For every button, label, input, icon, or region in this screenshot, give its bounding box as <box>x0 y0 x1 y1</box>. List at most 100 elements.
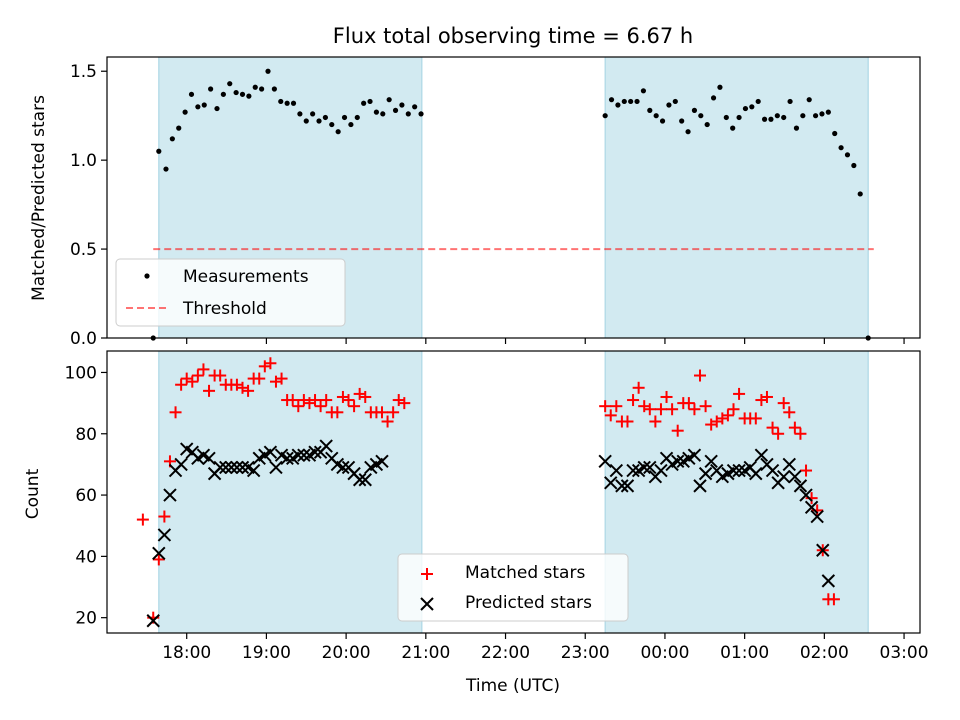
point-predicted-stars <box>269 460 283 475</box>
point-measurements <box>176 125 182 131</box>
point-predicted-stars <box>799 488 813 502</box>
point-measurements <box>354 114 360 121</box>
top-panel: 0.0 0.5 1.0 1.5 Matched/Predicted stars Mea… <box>29 56 921 349</box>
point-predicted-stars <box>219 460 233 475</box>
point-matched-stars <box>827 593 840 606</box>
point-measurements <box>781 114 787 121</box>
point-predicted-stars <box>598 454 612 469</box>
point-matched-stars <box>766 421 779 434</box>
point-matched-stars <box>136 513 149 526</box>
point-predicted-stars <box>609 463 624 478</box>
point-measurements <box>838 145 844 151</box>
point-predicted-stars <box>626 463 640 478</box>
legend-marker-predicted <box>420 597 434 611</box>
point-measurements <box>316 118 322 124</box>
y-tick-label: 1.5 <box>70 62 97 82</box>
point-measurements <box>666 102 672 108</box>
point-matched-stars <box>292 400 305 413</box>
legend-label-predicted: Predicted stars <box>465 593 592 613</box>
legend-marker-measurements <box>144 273 150 279</box>
point-predicted-stars <box>157 528 172 542</box>
point-matched-stars <box>320 394 333 407</box>
point-matched-stars <box>760 390 773 403</box>
point-matched-stars <box>286 394 299 407</box>
point-measurements <box>367 98 373 105</box>
point-matched-stars <box>387 406 400 419</box>
point-predicted-stars <box>308 445 322 459</box>
point-predicted-stars <box>604 476 618 490</box>
point-measurements <box>405 111 411 117</box>
point-matched-stars <box>794 427 807 440</box>
point-matched-stars <box>275 372 288 385</box>
point-measurements <box>640 88 647 94</box>
shaded-interval <box>605 57 869 338</box>
point-measurements <box>182 109 188 115</box>
y-tick-label: 100 <box>65 363 97 383</box>
point-matched-stars <box>777 397 790 410</box>
point-measurements <box>832 130 838 137</box>
point-predicted-stars <box>776 469 791 484</box>
x-tick-label: 23:00 <box>561 643 610 663</box>
point-measurements <box>412 104 418 110</box>
point-matched-stars <box>169 406 182 419</box>
point-measurements <box>214 105 220 112</box>
y-tick-label: 20 <box>75 609 97 629</box>
point-measurements <box>819 111 825 117</box>
legend-marker-matched <box>421 568 433 580</box>
point-measurements <box>749 104 755 110</box>
point-measurements <box>800 113 806 119</box>
point-measurements <box>634 98 640 105</box>
point-predicted-stars <box>670 454 685 469</box>
point-measurements <box>361 100 367 106</box>
x-tick-label: 22:00 <box>481 643 530 663</box>
point-matched-stars <box>264 357 277 370</box>
point-measurements <box>704 121 710 128</box>
point-measurements <box>399 102 405 108</box>
y-tick-label: 0.5 <box>70 240 97 260</box>
point-measurements <box>201 102 207 108</box>
point-measurements <box>602 113 608 119</box>
point-predicted-stars <box>698 466 713 481</box>
point-measurements <box>768 116 774 122</box>
point-predicted-stars <box>821 574 836 588</box>
point-matched-stars <box>398 397 411 410</box>
legend-label-measurements: Measurements <box>183 267 309 287</box>
point-measurements <box>163 166 169 172</box>
point-measurements <box>793 125 800 131</box>
point-predicted-stars <box>788 469 802 484</box>
point-matched-stars <box>694 369 707 382</box>
point-measurements <box>698 113 704 119</box>
point-predicted-stars <box>174 457 188 472</box>
point-measurements <box>290 100 297 106</box>
y-tick-label: 1.0 <box>70 151 97 171</box>
point-predicted-stars <box>637 460 651 475</box>
point-matched-stars <box>152 553 165 566</box>
point-measurements <box>844 152 851 158</box>
point-matched-stars <box>800 464 813 477</box>
point-predicted-stars <box>754 448 769 462</box>
point-matched-stars <box>203 384 216 397</box>
point-matched-stars <box>191 369 204 382</box>
y-tick-label: 60 <box>75 486 97 506</box>
point-predicted-stars <box>280 451 294 465</box>
y-tick-label: 80 <box>75 425 97 445</box>
point-predicted-stars <box>297 448 311 462</box>
point-predicted-stars <box>810 509 824 524</box>
point-predicted-stars <box>163 488 177 502</box>
point-measurements <box>233 89 239 96</box>
x-tick-label: 02:00 <box>800 643 849 663</box>
point-matched-stars <box>621 415 634 428</box>
point-measurements <box>621 98 627 105</box>
bottom-panel-frame <box>106 350 921 634</box>
point-measurements <box>392 107 399 113</box>
bottom-y-axis-label: Count <box>23 468 43 519</box>
point-measurements <box>857 191 863 197</box>
point-measurements <box>812 113 819 119</box>
point-predicted-stars <box>804 500 819 515</box>
point-measurements <box>341 114 348 121</box>
point-predicted-stars <box>654 463 668 478</box>
point-matched-stars <box>649 415 662 428</box>
point-measurements <box>736 114 742 121</box>
point-measurements <box>717 84 723 90</box>
point-measurements <box>220 91 226 97</box>
